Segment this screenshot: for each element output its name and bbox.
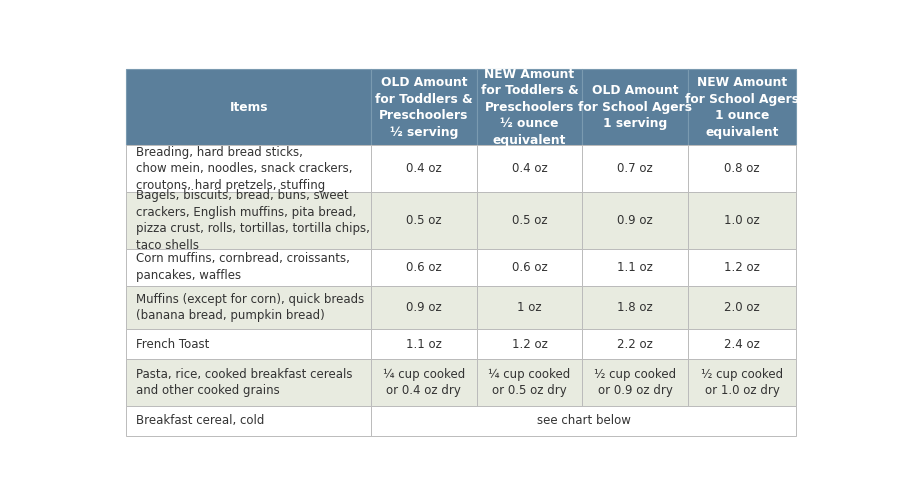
Text: 1 oz: 1 oz (518, 301, 542, 314)
Text: 0.8 oz: 0.8 oz (724, 162, 760, 175)
Text: Breakfast cereal, cold: Breakfast cereal, cold (136, 414, 264, 428)
Bar (477, 286, 582, 330)
Bar (126, 286, 371, 330)
Bar (371, 146, 477, 192)
Text: 0.7 oz: 0.7 oz (617, 162, 653, 175)
Text: 0.4 oz: 0.4 oz (406, 162, 442, 175)
Text: Pasta, rice, cooked breakfast cereals
and other cooked grains: Pasta, rice, cooked breakfast cereals an… (136, 368, 352, 398)
Bar (688, 248, 796, 286)
Text: 0.5 oz: 0.5 oz (406, 214, 442, 227)
Bar (582, 286, 688, 330)
Text: 1.2 oz: 1.2 oz (511, 338, 547, 350)
Bar (582, 359, 688, 406)
Text: OLD Amount
for Toddlers &
Preschoolers
½ serving: OLD Amount for Toddlers & Preschoolers ½… (375, 76, 473, 138)
Bar (477, 192, 582, 248)
Bar (126, 359, 371, 406)
Bar (582, 330, 688, 359)
Bar (688, 69, 796, 146)
Text: ¼ cup cooked
or 0.4 oz dry: ¼ cup cooked or 0.4 oz dry (382, 368, 465, 398)
Text: Items: Items (230, 101, 268, 114)
Bar (126, 406, 371, 436)
Text: OLD Amount
for School Agers
1 serving: OLD Amount for School Agers 1 serving (579, 84, 692, 130)
Bar (126, 146, 371, 192)
Text: 0.6 oz: 0.6 oz (406, 260, 442, 274)
Text: 2.4 oz: 2.4 oz (724, 338, 760, 350)
Bar (371, 286, 477, 330)
Text: Muffins (except for corn), quick breads
(banana bread, pumpkin bread): Muffins (except for corn), quick breads … (136, 293, 364, 322)
Text: 1.8 oz: 1.8 oz (617, 301, 653, 314)
Text: 0.4 oz: 0.4 oz (512, 162, 547, 175)
Text: French Toast: French Toast (136, 338, 209, 350)
Bar (126, 69, 371, 146)
Text: 0.6 oz: 0.6 oz (512, 260, 547, 274)
Bar (477, 359, 582, 406)
Bar (688, 359, 796, 406)
Text: ¼ cup cooked
or 0.5 oz dry: ¼ cup cooked or 0.5 oz dry (489, 368, 571, 398)
Bar (371, 69, 477, 146)
Text: 2.0 oz: 2.0 oz (724, 301, 760, 314)
Bar (582, 146, 688, 192)
Text: NEW Amount
for School Agers
1 ounce
equivalent: NEW Amount for School Agers 1 ounce equi… (685, 76, 799, 138)
Text: 0.5 oz: 0.5 oz (512, 214, 547, 227)
Text: ½ cup cooked
or 1.0 oz dry: ½ cup cooked or 1.0 oz dry (701, 368, 783, 398)
Bar (477, 146, 582, 192)
Text: 0.9 oz: 0.9 oz (617, 214, 653, 227)
Text: ½ cup cooked
or 0.9 oz dry: ½ cup cooked or 0.9 oz dry (594, 368, 677, 398)
Bar (688, 330, 796, 359)
Bar (688, 286, 796, 330)
Bar (371, 406, 796, 436)
Bar (477, 248, 582, 286)
Text: 1.0 oz: 1.0 oz (724, 214, 760, 227)
Bar (126, 330, 371, 359)
Bar (477, 330, 582, 359)
Bar (688, 146, 796, 192)
Bar (126, 248, 371, 286)
Bar (688, 192, 796, 248)
Text: 1.1 oz: 1.1 oz (617, 260, 653, 274)
Bar (582, 248, 688, 286)
Text: 1.1 oz: 1.1 oz (406, 338, 442, 350)
Bar (477, 69, 582, 146)
Text: Corn muffins, cornbread, croissants,
pancakes, waffles: Corn muffins, cornbread, croissants, pan… (136, 252, 349, 282)
Bar (371, 192, 477, 248)
Text: NEW Amount
for Toddlers &
Preschoolers
½ ounce
equivalent: NEW Amount for Toddlers & Preschoolers ½… (481, 68, 579, 147)
Bar (126, 192, 371, 248)
Bar (371, 248, 477, 286)
Text: see chart below: see chart below (536, 414, 630, 428)
Bar (371, 330, 477, 359)
Text: 1.2 oz: 1.2 oz (724, 260, 760, 274)
Bar (371, 359, 477, 406)
Bar (582, 192, 688, 248)
Text: Bagels, biscuits, bread, buns, sweet
crackers, English muffins, pita bread,
pizz: Bagels, biscuits, bread, buns, sweet cra… (136, 190, 370, 252)
Bar (582, 69, 688, 146)
Text: 2.2 oz: 2.2 oz (617, 338, 653, 350)
Text: Breading, hard bread sticks,
chow mein, noodles, snack crackers,
croutons, hard : Breading, hard bread sticks, chow mein, … (136, 146, 352, 192)
Text: 0.9 oz: 0.9 oz (406, 301, 442, 314)
